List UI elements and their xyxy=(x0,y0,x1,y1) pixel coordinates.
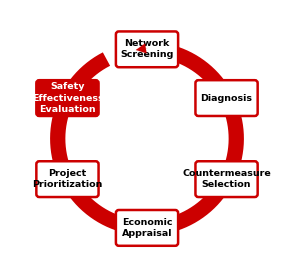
Text: Countermeasure
Selection: Countermeasure Selection xyxy=(182,169,271,189)
Text: Project
Prioritization: Project Prioritization xyxy=(32,169,103,189)
Text: Network
Screening: Network Screening xyxy=(120,39,174,59)
Text: Safety
Effectiveness
Evaluation: Safety Effectiveness Evaluation xyxy=(32,82,103,114)
Text: Diagnosis: Diagnosis xyxy=(201,94,253,103)
FancyBboxPatch shape xyxy=(196,80,258,116)
FancyBboxPatch shape xyxy=(196,161,258,197)
FancyBboxPatch shape xyxy=(116,32,178,67)
Text: Economic
Appraisal: Economic Appraisal xyxy=(122,218,172,238)
FancyBboxPatch shape xyxy=(36,161,98,197)
FancyBboxPatch shape xyxy=(36,80,98,116)
FancyBboxPatch shape xyxy=(116,210,178,246)
